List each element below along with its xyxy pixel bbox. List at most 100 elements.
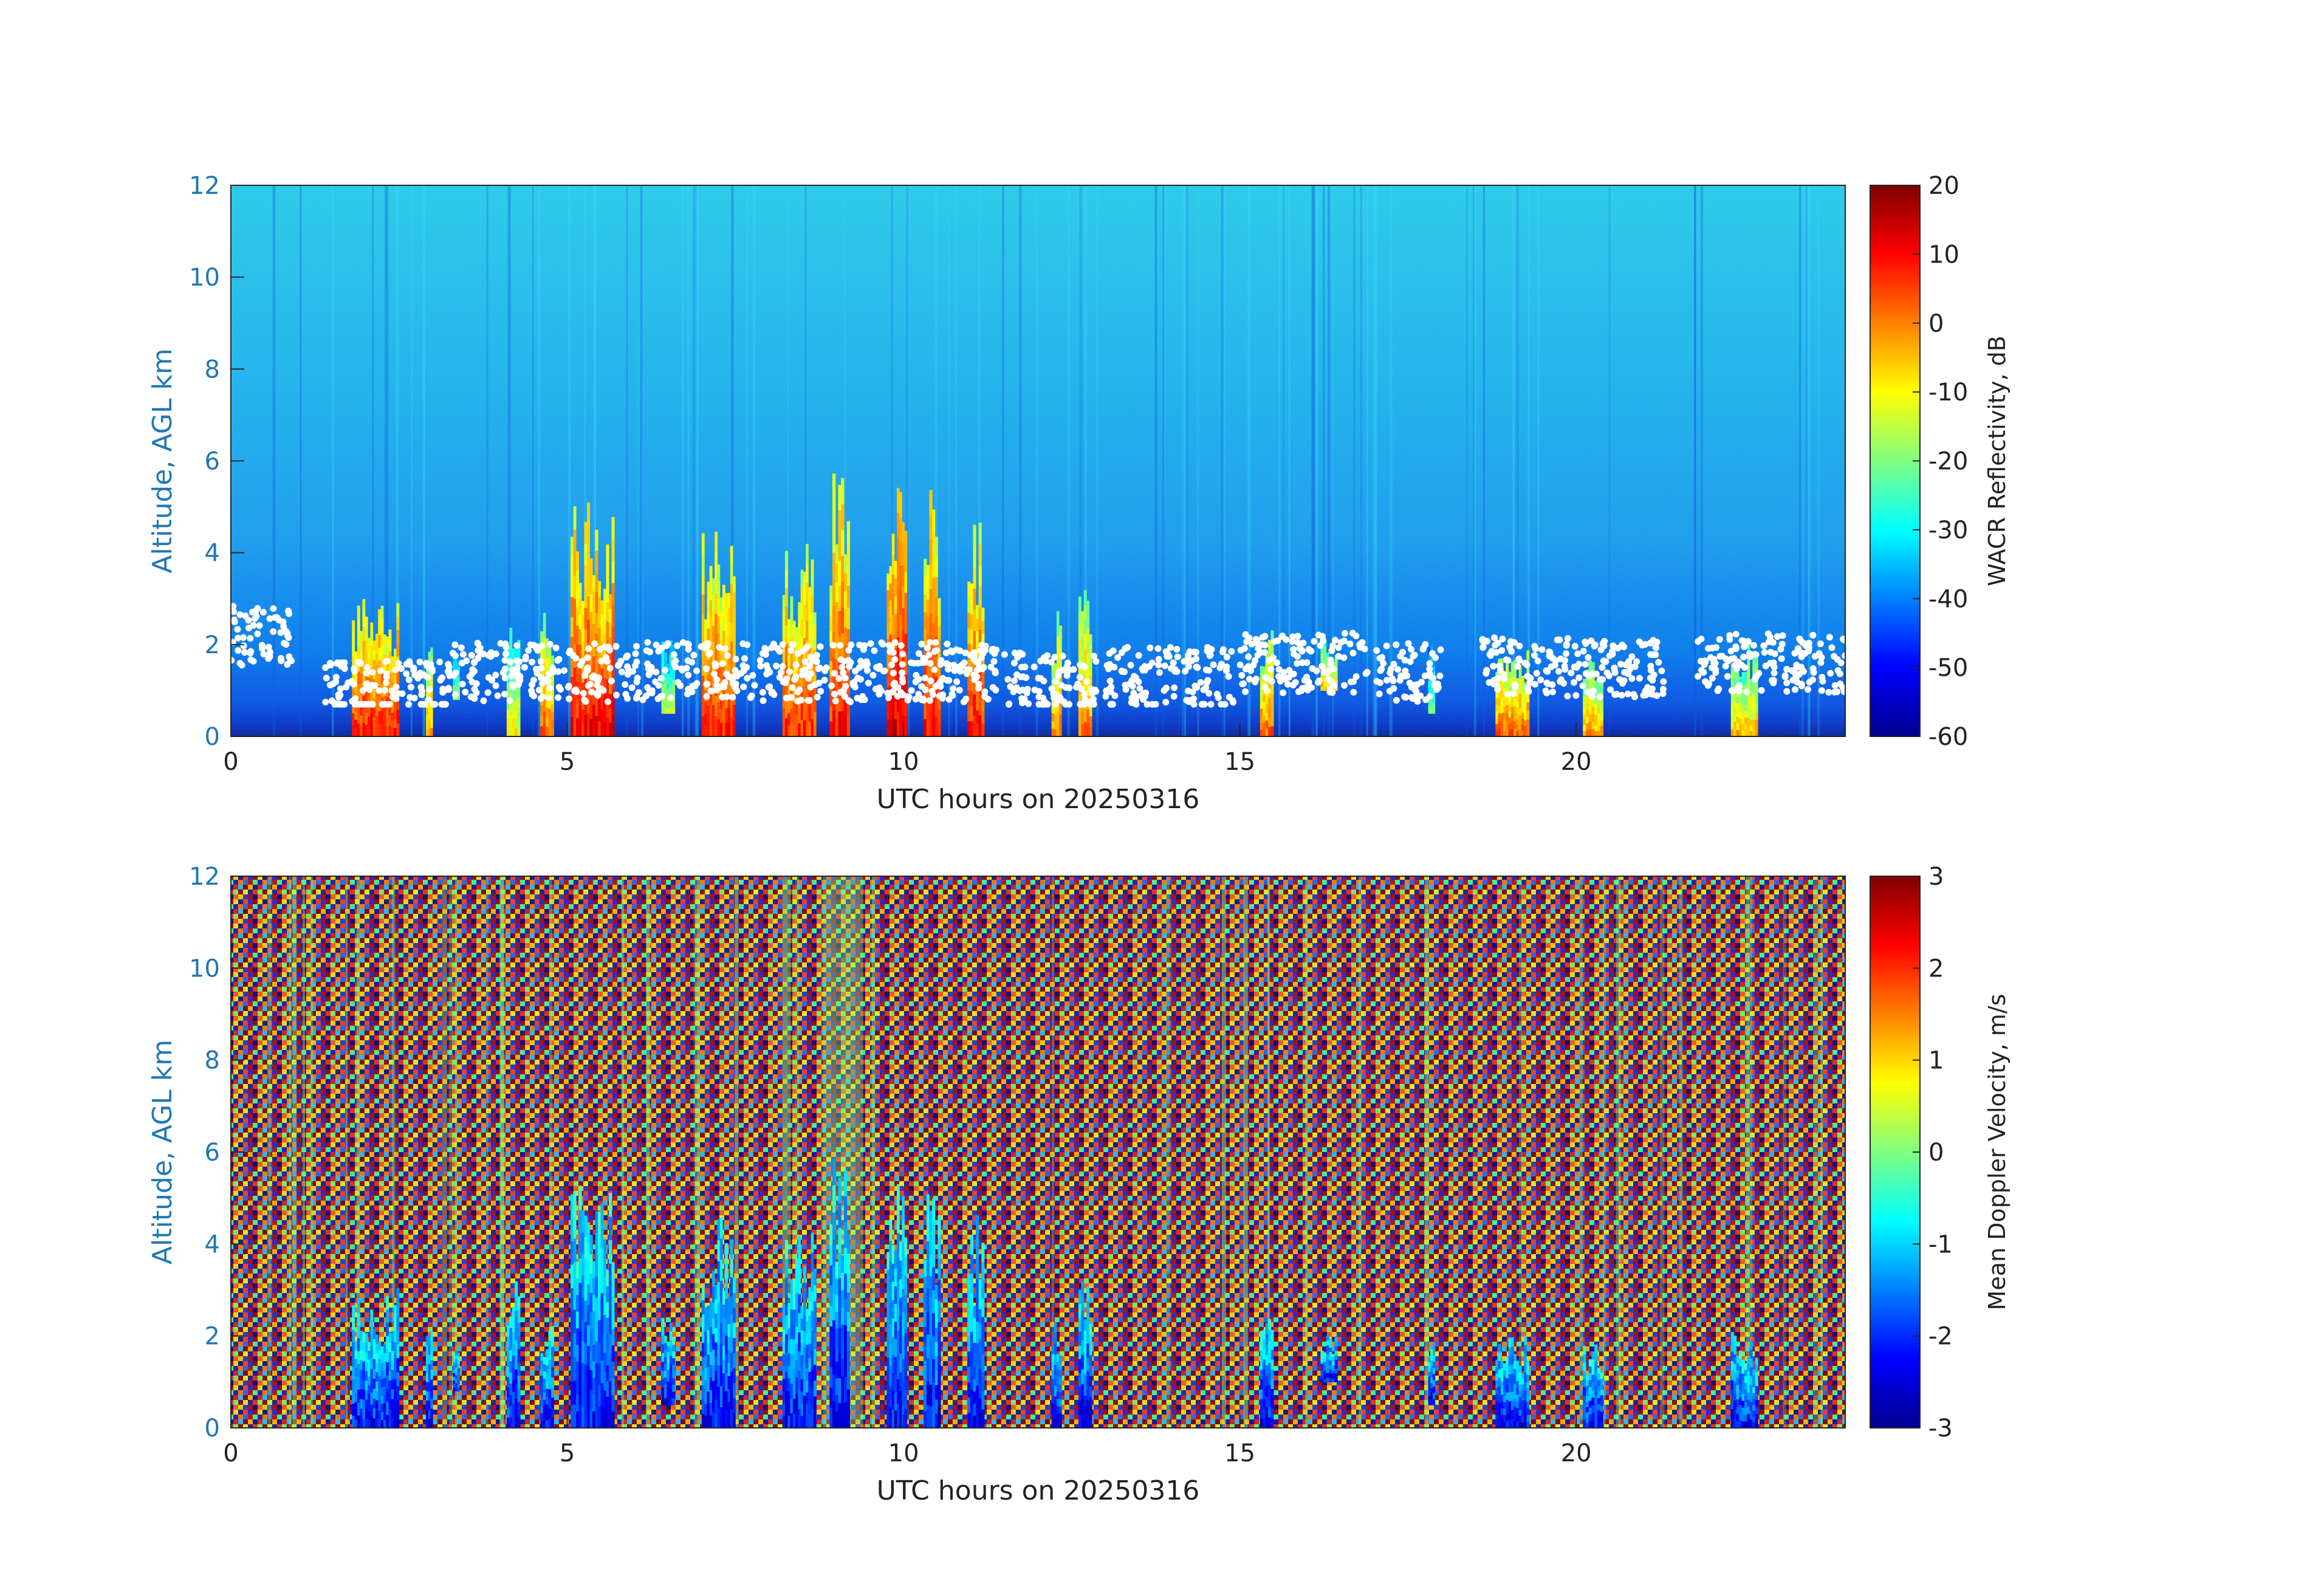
cloud-cell (1506, 1356, 1509, 1364)
cloud-cell (967, 1412, 971, 1428)
cloud-cell (1263, 666, 1266, 674)
cloud-cell (1749, 1401, 1753, 1411)
cloud-base-dot (501, 674, 509, 682)
cloud-cell (396, 603, 400, 617)
cloud-cell (370, 713, 374, 725)
cloud-cell (661, 1361, 665, 1371)
cloud-cell (378, 673, 382, 686)
cloud-cell (1051, 1387, 1055, 1396)
cloud-base-dot (484, 689, 492, 696)
cloud-cell (1585, 1411, 1589, 1418)
cloud-base-dot (1194, 664, 1201, 671)
cloud-cell (730, 622, 733, 642)
cloud-cell (368, 726, 371, 736)
cloud-base-dot (1783, 688, 1791, 695)
cloud-cell (973, 1354, 976, 1368)
cloud-cell (584, 1407, 588, 1428)
cloud-cell (1510, 706, 1514, 715)
cloud-cell (1749, 1419, 1753, 1428)
cloud-cell (924, 1377, 927, 1395)
cloud-base-dot (1127, 662, 1134, 669)
cloud-base-dot (1551, 662, 1558, 669)
cloud-base-dot (787, 694, 795, 701)
cloud-cell (394, 1317, 397, 1330)
cloud-column (352, 1288, 400, 1428)
cloud-base-dot (1652, 643, 1659, 651)
cloud-cell (1331, 673, 1335, 677)
cloud-cell (1059, 625, 1062, 637)
cloud-cell (1524, 1354, 1527, 1364)
streak (694, 185, 697, 736)
cloud-cell (795, 1394, 798, 1411)
cloud-cell (835, 582, 839, 603)
cloud-base-dot (1373, 647, 1380, 654)
cloud-base-dot (1259, 634, 1266, 641)
cloud-base-dot (1289, 682, 1297, 689)
cloud-cell (782, 1366, 786, 1379)
cloud-cell (1747, 680, 1750, 690)
cloud-base-dot (1809, 631, 1817, 639)
cloud-cell (606, 698, 609, 718)
cloud-cell (587, 1263, 591, 1285)
cloud-base-dot (1492, 642, 1499, 649)
cloud-base-dot (632, 643, 640, 650)
cloud-cell (978, 1294, 982, 1309)
cloud-base-dot (1242, 688, 1249, 695)
streak (1278, 185, 1281, 736)
cloud-cell (932, 1198, 936, 1222)
cloud-base-dot (379, 701, 386, 708)
cloud-cell (598, 1320, 602, 1342)
cloud-cell (808, 1385, 812, 1401)
colorbar-tick-label: 10 (1928, 241, 1959, 269)
cloud-base-dot (1318, 662, 1326, 670)
streak (682, 185, 684, 736)
cloud-cell (362, 1390, 366, 1400)
cloud-cell (388, 1390, 392, 1400)
cloud-base-dot (546, 694, 553, 701)
cloud-base-dot (1840, 636, 1845, 643)
cloud-cell (548, 699, 552, 709)
cloud-cell (1526, 719, 1530, 729)
cloud-cell (571, 537, 574, 557)
cloud-cell (973, 567, 976, 589)
cloud-cell (711, 1349, 715, 1366)
cloud-cell (1585, 729, 1589, 736)
cloud-base-dot (939, 674, 947, 682)
cloud-cell (926, 564, 930, 583)
cloud-cell (1500, 1361, 1504, 1368)
cloud-cell (904, 530, 908, 552)
cloud-cell (1054, 1375, 1057, 1386)
cloud-base-dot (1561, 666, 1569, 673)
cloud-cell (899, 1260, 902, 1280)
cloud-cell (509, 1339, 513, 1351)
cloud-cell (1755, 1393, 1758, 1401)
cloud-cell (1430, 1366, 1433, 1372)
cloud-cell (354, 1341, 358, 1351)
cloud-base-dot (1320, 637, 1327, 644)
cloud-cell (707, 1391, 710, 1404)
cloud-cell (1051, 697, 1055, 705)
cloud-cell (926, 616, 930, 634)
cloud-cell (1078, 1400, 1081, 1415)
cloud-cell (711, 688, 715, 705)
cloud-cell (1513, 1405, 1517, 1414)
cloud-base-dot (1352, 633, 1360, 640)
cloud-base-dot (451, 641, 459, 648)
cloud-base-dot (963, 668, 970, 675)
cloud-cell (838, 1328, 842, 1353)
cloud-cell (1588, 1414, 1592, 1422)
cloud-cell (926, 668, 930, 685)
cloud-cell (1260, 1408, 1263, 1419)
cloud-cell (1430, 707, 1433, 714)
cloud-cell (973, 1367, 976, 1380)
cloud-base-dot (326, 659, 334, 667)
cloud-cell (1430, 1393, 1433, 1400)
cloud-base-dot (1047, 659, 1055, 666)
cloud-cell (937, 722, 941, 736)
cloud-cell (1744, 1389, 1747, 1396)
cloud-base-dot (832, 698, 839, 705)
cloud-cell (1331, 1357, 1335, 1360)
cloud-cell (357, 1351, 360, 1364)
cloud-cell (1588, 1387, 1592, 1394)
cloud-cell (1521, 1417, 1524, 1423)
